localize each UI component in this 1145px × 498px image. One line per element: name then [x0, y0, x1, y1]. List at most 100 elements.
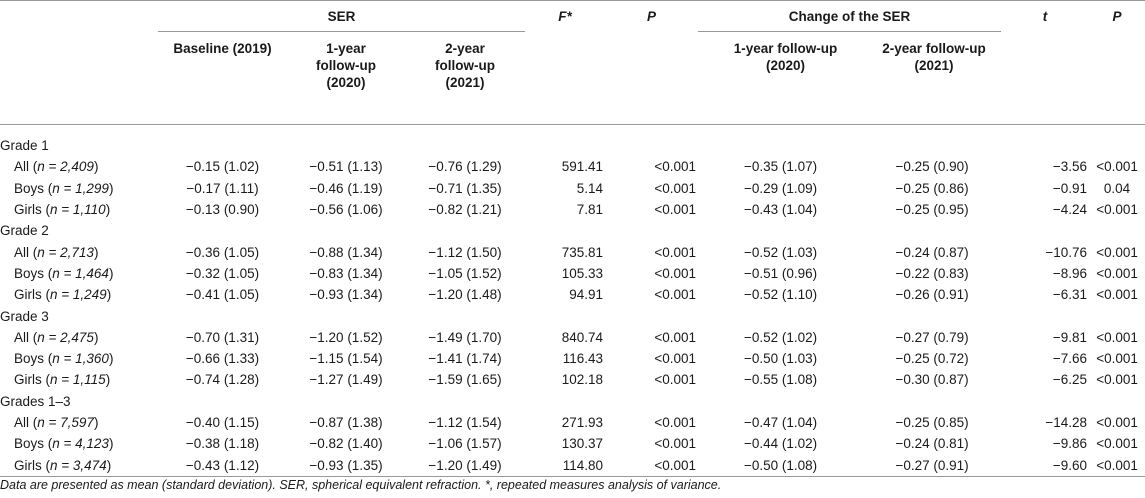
cell-t: −6.31 [1052, 287, 1088, 303]
cell-chg1: −0.29 (1.09) [743, 180, 818, 196]
cell-p2: <0.001 [1096, 159, 1138, 175]
t-header: t [1042, 8, 1048, 24]
cell-f: 840.74 [561, 329, 604, 345]
table-row: All (n = 7,597) −0.40 (1.15) −0.87 (1.38) −… [0, 412, 1145, 433]
cell-f: 105.33 [561, 265, 604, 281]
table-row: Boys (n = 1,299) −0.17 (1.11) −0.46 (1.19)… [0, 178, 1145, 199]
cell-chg2: −0.25 (0.85) [895, 415, 969, 430]
cell-f: 114.80 [562, 457, 604, 473]
cell-chg1: −0.52 (1.03) [743, 244, 818, 260]
table-row: Boys (n = 1,360) −0.66 (1.33) −1.15 (1.54)… [0, 348, 1145, 369]
cell-t: −10.76 [1045, 244, 1088, 260]
p-header: P [647, 8, 657, 24]
cell-baseline: −0.38 (1.18) [185, 436, 260, 452]
cell-t: −8.96 [1052, 265, 1088, 281]
cell-baseline: −0.32 (1.05) [185, 265, 260, 281]
row-label: All (n = 2,409) [14, 159, 99, 175]
cell-t: −9.81 [1052, 329, 1088, 345]
table-row: Girls (n = 3,474) −0.43 (1.12) −0.93 (1.35… [0, 454, 1145, 476]
table-row: Girls (n = 1,115) −0.74 (1.28) −1.27 (1.49… [0, 369, 1145, 390]
row-label: Girls (n = 1,110) [14, 202, 111, 218]
cell-p2: <0.001 [1096, 457, 1138, 473]
row-label: All (n = 2,713) [14, 244, 99, 260]
cell-fu1: −0.82 (1.40) [309, 436, 383, 452]
cell-fu1: −0.87 (1.38) [309, 415, 383, 430]
sample-size: n = 4,123 [52, 436, 109, 452]
table-row: Boys (n = 4,123) −0.38 (1.18) −0.82 (1.40)… [0, 433, 1145, 454]
cell-chg1: −0.43 (1.04) [743, 202, 818, 218]
cell-f: 7.81 [576, 202, 604, 218]
cell-t: −4.24 [1052, 202, 1088, 218]
cell-p2: <0.001 [1096, 372, 1138, 388]
p-header-2: P [1112, 8, 1122, 24]
fu1-header: 1-year follow-up (2020) [316, 41, 376, 90]
sample-size: n = 3,474 [50, 457, 107, 473]
table-row: All (n = 2,713) −0.36 (1.05) −0.88 (1.34) −… [0, 241, 1145, 262]
table-body: Grade 1 All (n = 2,409) −0.15 (1.02) −0.51 … [0, 125, 1145, 477]
cell-p1: <0.001 [654, 265, 697, 281]
cell-t: −9.86 [1052, 436, 1088, 452]
cell-f: 5.14 [576, 180, 604, 196]
cell-chg1: −0.47 (1.04) [743, 415, 818, 430]
sample-size: n = 1,110 [50, 202, 106, 218]
table-row: All (n = 2,475) −0.70 (1.31) −1.20 (1.52) −… [0, 327, 1145, 348]
cell-fu2: −1.12 (1.54) [428, 415, 502, 430]
cell-fu1: −0.46 (1.19) [309, 180, 383, 196]
sample-size: n = 1,249 [50, 287, 107, 303]
cell-chg1: −0.55 (1.08) [743, 372, 818, 388]
change-group-header: Change of the SER [698, 0, 1002, 32]
cell-chg2: −0.22 (0.83) [895, 265, 969, 281]
cell-f: 130.37 [561, 436, 604, 452]
sample-size: n = 2,713 [37, 244, 94, 260]
cell-chg2: −0.24 (0.87) [895, 244, 969, 260]
table-row: All (n = 2,409) −0.15 (1.02) −0.51 (1.13) −… [0, 156, 1145, 177]
cell-t: −6.25 [1052, 372, 1088, 388]
row-label: All (n = 7,597) [14, 415, 99, 430]
cell-p1: <0.001 [654, 159, 697, 175]
table-header: SER F* P Change of the SER t P Baseline … [0, 0, 1145, 125]
table-row: Girls (n = 1,249) −0.41 (1.05) −0.93 (1.34… [0, 284, 1145, 305]
cell-fu1: −0.93 (1.35) [309, 457, 383, 473]
row-label: Girls (n = 1,115) [14, 372, 111, 388]
group-header-row: Grade 1 [0, 135, 1145, 156]
cell-fu1: −1.20 (1.52) [309, 329, 383, 345]
cell-p1: <0.001 [654, 244, 697, 260]
cell-fu1: −0.83 (1.34) [309, 265, 383, 281]
cell-fu1: −0.88 (1.34) [309, 244, 383, 260]
cell-chg1: −0.51 (0.96) [743, 265, 818, 281]
sample-size: n = 1,115 [50, 372, 106, 388]
cell-f: 735.81 [561, 244, 604, 260]
cell-chg2: −0.27 (0.91) [895, 457, 969, 473]
cell-fu1: −0.51 (1.13) [309, 159, 383, 175]
ser-group-header: SER [158, 0, 526, 32]
results-table: SER F* P Change of the SER t P Baseline … [0, 0, 1145, 477]
sample-size: n = 1,299 [52, 180, 109, 196]
table-bottom-rule [0, 476, 1145, 477]
cell-baseline: −0.13 (0.90) [185, 202, 260, 218]
cell-p1: <0.001 [654, 202, 697, 218]
cell-p1: <0.001 [654, 436, 697, 452]
cell-fu2: −0.82 (1.21) [428, 202, 502, 218]
cell-fu2: −0.76 (1.29) [428, 159, 502, 175]
cell-fu1: −0.56 (1.06) [309, 202, 383, 218]
cell-p1: <0.001 [654, 415, 697, 430]
cell-p2: <0.001 [1096, 244, 1138, 260]
cell-p2: <0.001 [1096, 287, 1138, 303]
cell-p2: <0.001 [1096, 265, 1138, 281]
cell-fu2: −1.20 (1.48) [428, 287, 502, 303]
cell-chg2: −0.25 (0.72) [895, 351, 969, 367]
cell-fu2: −0.71 (1.35) [428, 180, 502, 196]
cell-baseline: −0.15 (1.02) [185, 159, 260, 175]
cell-fu2: −1.41 (1.74) [428, 351, 502, 367]
cell-fu2: −1.05 (1.52) [428, 265, 502, 281]
header-row-2: Baseline (2019) 1-year follow-up (2020) … [0, 32, 1145, 125]
row-label: Girls (n = 3,474) [14, 457, 112, 473]
cell-chg1: −0.52 (1.10) [743, 287, 818, 303]
cell-t: −9.60 [1052, 457, 1088, 473]
chg2-header: 2-year follow-up (2021) [882, 41, 986, 73]
cell-f: 116.43 [562, 351, 604, 367]
cell-fu2: −1.12 (1.50) [428, 244, 502, 260]
cell-fu2: −1.06 (1.57) [428, 436, 502, 452]
cell-chg2: −0.24 (0.81) [895, 436, 969, 452]
cell-baseline: −0.40 (1.15) [185, 415, 260, 430]
